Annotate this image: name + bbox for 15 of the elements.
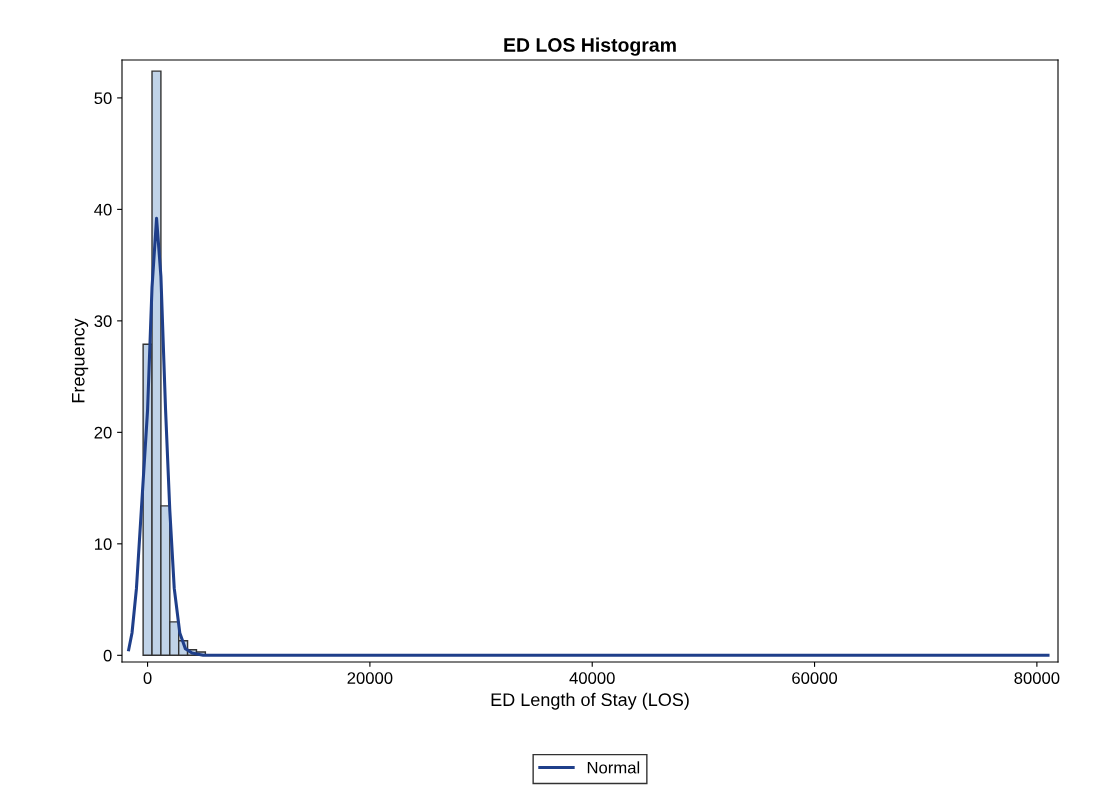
x-tick-label: 80000 [1014,672,1060,684]
x-axis-title: ED Length of Stay (LOS) [491,692,689,710]
y-axis-title: Frequency [72,318,89,403]
x-tick-label: 40000 [569,672,615,684]
y-tick-label: 0 [103,649,112,662]
y-tick-label: 50 [94,92,112,105]
y-tick-label: 40 [94,203,112,216]
y-tick-label: 20 [94,426,112,439]
x-tick-label: 60000 [792,672,838,684]
chart-title: ED LOS Histogram [504,37,676,56]
legend-label: Normal [587,761,640,774]
x-tick-label: 20000 [347,672,393,684]
y-tick-label: 10 [95,538,112,551]
x-tick-label: 0 [143,672,152,684]
y-tick-label: 30 [94,315,112,328]
